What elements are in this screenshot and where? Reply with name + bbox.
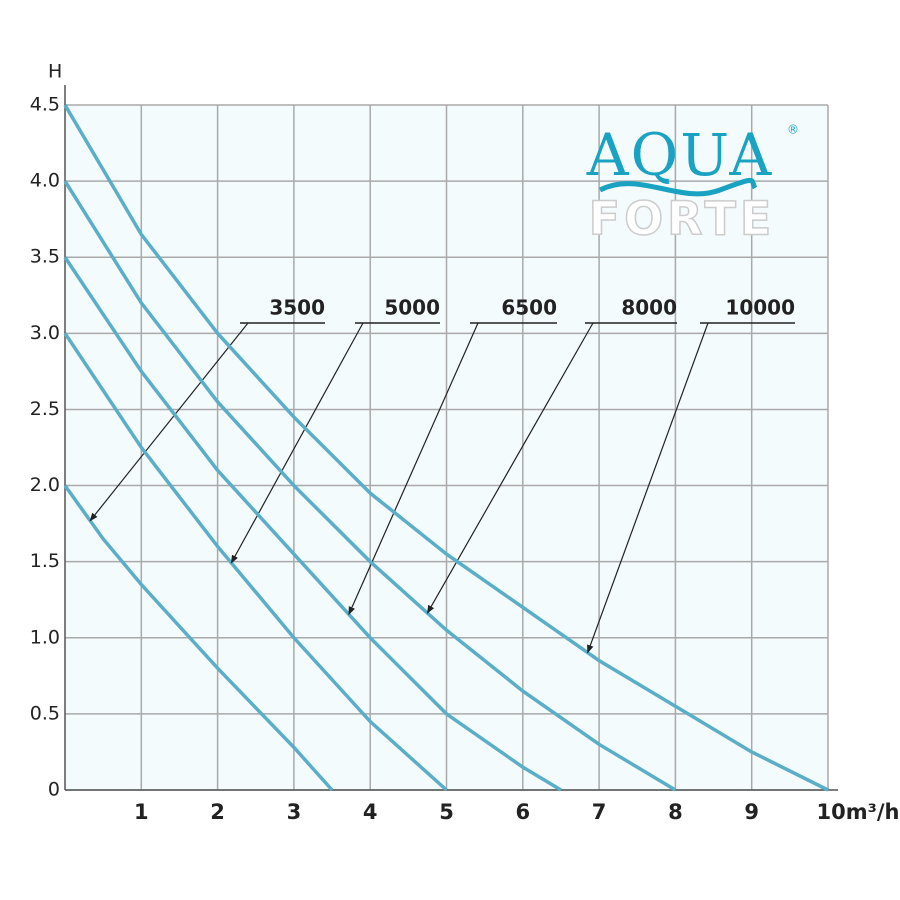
y-tick-label: 4.0: [30, 170, 60, 192]
label-arrow: [89, 322, 249, 522]
series-line: [63, 484, 334, 792]
series-label: 8000: [621, 296, 677, 320]
y-tick-label: 0: [48, 779, 60, 801]
y-tick-label: 3.5: [30, 246, 60, 268]
series-label: 5000: [384, 296, 440, 320]
logo-wave: [598, 177, 758, 197]
y-tick-label: 2.5: [30, 398, 60, 420]
label-arrow: [426, 322, 594, 614]
brand-top: AQUA: [586, 121, 773, 189]
series-label: 3500: [269, 296, 325, 320]
y-tick-label: 1.5: [30, 550, 60, 572]
x-tick-label: 10m³/h: [817, 800, 900, 824]
x-tick-label: 2: [210, 800, 225, 824]
logo: AQUA ® FORTE: [586, 121, 799, 246]
x-tick-label: 4: [363, 800, 378, 824]
x-tick-label: 7: [592, 800, 607, 824]
x-tick-label: 1: [134, 800, 149, 824]
series-line: [63, 332, 448, 792]
y-tick-label: 1.0: [30, 626, 60, 648]
label-arrow: [587, 322, 709, 654]
x-tick-label: 6: [515, 800, 530, 824]
y-tick-label: 2.0: [30, 474, 60, 496]
x-tick-label: 9: [744, 800, 759, 824]
x-tick-label: 8: [668, 800, 683, 824]
brand-bottom: FORTE: [589, 192, 776, 246]
label-arrow: [230, 322, 364, 564]
series-line: [63, 256, 562, 792]
y-tick-label: 4.5: [30, 94, 60, 116]
series-label: 10000: [725, 296, 795, 320]
y-tick-label: 0.5: [30, 702, 60, 724]
label-arrow: [348, 322, 479, 616]
series-line: [63, 180, 677, 792]
x-tick-label: 5: [439, 800, 454, 824]
brand-mark: ®: [787, 123, 799, 137]
x-tick-label: 3: [287, 800, 302, 824]
series-label: 6500: [501, 296, 557, 320]
series-line: [63, 104, 829, 792]
y-tick-label: 3.0: [30, 322, 60, 344]
y-axis-label: H: [48, 61, 62, 83]
